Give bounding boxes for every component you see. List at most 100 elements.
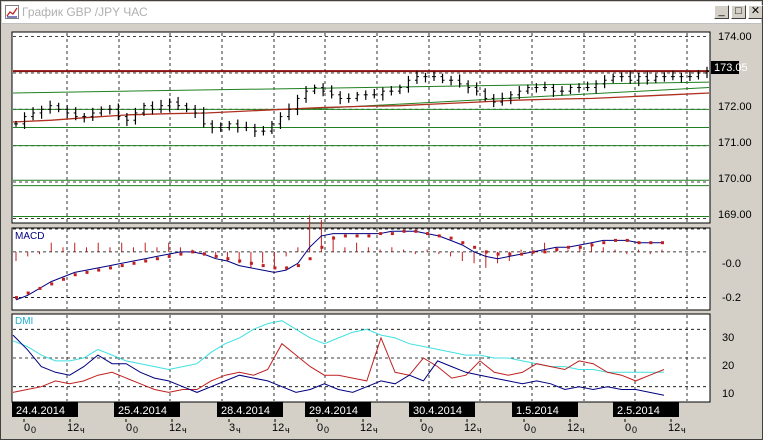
- dmi-plus-line: [12, 336, 665, 393]
- price-grid: [13, 33, 709, 222]
- macd-signal-point: [179, 252, 183, 256]
- macd-signal-point: [285, 266, 289, 270]
- macd-signal-point: [332, 236, 336, 240]
- macd-signal-point: [15, 296, 18, 300]
- hour-label: 0: [531, 425, 536, 435]
- macd-signal-point: [543, 250, 547, 254]
- date-label: 25.4.2014: [118, 405, 167, 417]
- hour-label: 0: [133, 425, 138, 435]
- macd-signal-point: [449, 236, 453, 240]
- hour-label: ч: [182, 425, 187, 435]
- date-label-bg: [12, 402, 78, 417]
- macd-signal-point: [437, 234, 441, 238]
- hour-label: 0: [632, 425, 637, 435]
- hour-label: 12: [272, 422, 284, 434]
- date-label: 30.4.2014: [413, 405, 462, 417]
- dmi-minus-line: [12, 334, 665, 396]
- macd-signal-point: [367, 234, 371, 238]
- macd-signal-point: [273, 266, 277, 270]
- macd-signal-point: [226, 257, 230, 261]
- macd-signal-point: [590, 243, 594, 247]
- macd-line: [15, 230, 662, 301]
- hour-label: ч: [373, 425, 378, 435]
- hour-label: ч: [477, 425, 482, 435]
- dmi-panel[interactable]: DMI 30 20 10: [11, 313, 734, 403]
- trend-line: [12, 81, 710, 94]
- hour-label: 0: [625, 422, 631, 434]
- hour-label: ч: [681, 425, 686, 435]
- macd-signal-point: [144, 259, 148, 263]
- macd-signal-point: [120, 264, 124, 268]
- macd-signal-point: [555, 248, 559, 252]
- hour-label: 12: [67, 422, 79, 434]
- macd-signal-point: [85, 270, 89, 274]
- dmi-tick: 20: [722, 360, 734, 372]
- close-button[interactable]: ✕: [748, 5, 763, 19]
- macd-signal-point: [132, 261, 136, 265]
- macd-signal-point: [109, 266, 112, 270]
- price-panel[interactable]: 174.00 173.05 172.00 171.00 170.00 169.0…: [11, 31, 752, 224]
- macd-signal-point: [155, 257, 159, 261]
- hour-label: 0: [428, 425, 433, 435]
- price-trend-lines: [12, 70, 710, 218]
- minimize-button[interactable]: _: [714, 5, 729, 19]
- macd-signal-point: [637, 241, 641, 245]
- macd-signal-point: [97, 268, 101, 272]
- macd-lines: [15, 229, 664, 301]
- date-label: 2.5.2014: [617, 405, 660, 417]
- title-bar[interactable]: График GBP /JPY ЧАС _ □ ✕: [2, 2, 763, 24]
- macd-signal-point: [602, 241, 606, 245]
- price-axis: 174.00 173.05 172.00 171.00 170.00 169.0…: [711, 31, 752, 221]
- maximize-button[interactable]: □: [731, 5, 746, 19]
- macd-panel[interactable]: MACD -0.0 -0.2: [11, 215, 741, 311]
- hour-label: ч: [236, 425, 241, 435]
- macd-signal-point: [414, 229, 418, 233]
- macd-signal-point: [26, 291, 30, 295]
- date-label: 29.4.2014: [309, 405, 358, 417]
- macd-signal-point: [567, 245, 570, 249]
- macd-signal-point: [461, 241, 465, 245]
- dmi-tick: 10: [722, 388, 734, 400]
- hour-label: 0: [421, 422, 427, 434]
- date-label-bg: [305, 402, 371, 417]
- date-label-bg: [512, 402, 578, 417]
- macd-grid: [13, 228, 709, 309]
- hour-label: ч: [285, 425, 290, 435]
- hour-label: 0: [31, 425, 36, 435]
- chart-window-icon: [5, 5, 19, 19]
- macd-signal-point: [50, 282, 54, 286]
- macd-signal-point: [202, 252, 206, 256]
- dmi-adx-line: [12, 320, 664, 373]
- macd-signal-point: [62, 277, 65, 281]
- macd-signal-point: [614, 238, 617, 242]
- hour-label: 12: [464, 422, 476, 434]
- macd-tick: -0.0: [722, 258, 741, 270]
- chart-area[interactable]: 174.00 173.05 172.00 171.00 170.00 169.0…: [2, 24, 762, 439]
- macd-signal-point: [520, 252, 524, 256]
- macd-signal-point: [261, 264, 265, 268]
- date-label: 24.4.2014: [16, 405, 65, 417]
- macd-signal-point: [355, 234, 359, 238]
- macd-signal-point: [320, 245, 324, 249]
- macd-signal-point: [508, 252, 512, 256]
- macd-signal-point: [214, 254, 218, 258]
- window-title: График GBP /JPY ЧАС: [22, 5, 148, 19]
- macd-signal-point: [38, 286, 42, 290]
- price-tick: 170.00: [718, 173, 752, 185]
- macd-signal-point: [484, 250, 488, 254]
- dmi-lines: [12, 320, 665, 396]
- date-label-bg: [409, 402, 475, 417]
- date-label: 1.5.2014: [516, 405, 559, 417]
- macd-panel-frame: [11, 227, 711, 311]
- macd-signal-point: [379, 232, 383, 236]
- macd-signal-point: [296, 264, 300, 268]
- hour-label: 12: [360, 422, 372, 434]
- macd-signal-point: [496, 252, 500, 256]
- macd-signal-point: [390, 232, 394, 236]
- price-tick: 172.00: [718, 101, 752, 113]
- macd-signal-point: [649, 241, 653, 245]
- macd-signal-point: [402, 229, 406, 233]
- macd-signal-point: [343, 234, 347, 238]
